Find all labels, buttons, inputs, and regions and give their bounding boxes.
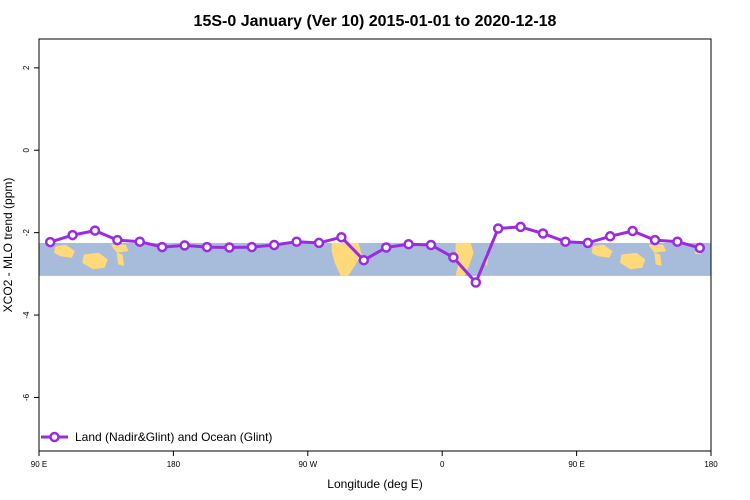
data-point <box>515 221 526 233</box>
x-tick-label: 180 <box>704 460 718 469</box>
legend-swatch-marker <box>49 431 60 443</box>
y-tick-label: -6 <box>22 393 31 401</box>
x-axis: 90 E 180 90 W 0 90 E 180 <box>31 451 718 469</box>
y-tick-label: -4 <box>22 311 31 319</box>
data-point <box>425 239 437 251</box>
land-africa <box>455 242 474 276</box>
data-point <box>89 225 101 236</box>
data-point <box>201 241 213 253</box>
land-newguinea-east <box>648 244 667 253</box>
data-point <box>694 242 706 254</box>
x-tick-label: 180 <box>167 460 181 469</box>
data-point <box>179 240 190 251</box>
data-point <box>649 234 661 246</box>
data-point <box>291 236 302 247</box>
data-point <box>224 242 235 253</box>
x-tick-label: 90 E <box>31 460 47 469</box>
data-point <box>582 237 594 249</box>
data-point <box>358 254 370 266</box>
data-point <box>112 234 123 246</box>
land-australia-west <box>82 252 108 270</box>
data-point <box>470 277 482 288</box>
legend: Land (Nadir&Glint) and Ocean (Glint) <box>41 430 272 444</box>
data-point <box>627 225 638 237</box>
x-axis-label: Longitude (deg E) <box>327 477 422 491</box>
x-tick-label: 90 W <box>298 460 317 469</box>
data-point <box>492 223 504 234</box>
data-point <box>537 228 549 239</box>
data-point <box>560 236 571 247</box>
data-point <box>672 236 683 247</box>
land-indonesia-east <box>591 244 613 258</box>
data-point <box>246 241 258 253</box>
data-point <box>313 237 325 249</box>
land-cape-york-west <box>116 252 125 266</box>
plot-frame <box>38 38 712 452</box>
data-point <box>336 231 347 243</box>
map-band <box>39 242 711 276</box>
land-newguinea-west <box>110 244 129 253</box>
data-point <box>67 229 78 241</box>
chart-title: 15S-0 January (Ver 10) 2015-01-01 to 202… <box>194 13 557 30</box>
legend-label: Land (Nadir&Glint) and Ocean (Glint) <box>75 430 272 444</box>
land-indonesia-west <box>53 244 75 258</box>
y-tick-label: 0 <box>22 147 31 152</box>
y-tick-label: 2 <box>22 65 31 70</box>
x-tick-label: 90 E <box>568 460 584 469</box>
data-point <box>44 236 56 248</box>
data-point <box>134 236 146 247</box>
data-point <box>604 231 616 242</box>
data-point <box>268 239 280 251</box>
y-tick-label: -2 <box>22 229 31 237</box>
data-point <box>156 241 168 253</box>
y-axis: 2 0 -2 -4 -6 <box>22 65 39 401</box>
data-point <box>403 238 414 250</box>
data-point <box>380 242 392 253</box>
land-cape-york-east <box>654 252 662 266</box>
x-tick-label: 0 <box>440 460 445 469</box>
ocean-band <box>39 242 711 276</box>
series-layer <box>44 221 706 288</box>
land-australia-east <box>619 252 646 270</box>
data-point <box>448 252 459 263</box>
y-axis-label: XCO2 - MLO trend (ppm) <box>1 178 15 313</box>
